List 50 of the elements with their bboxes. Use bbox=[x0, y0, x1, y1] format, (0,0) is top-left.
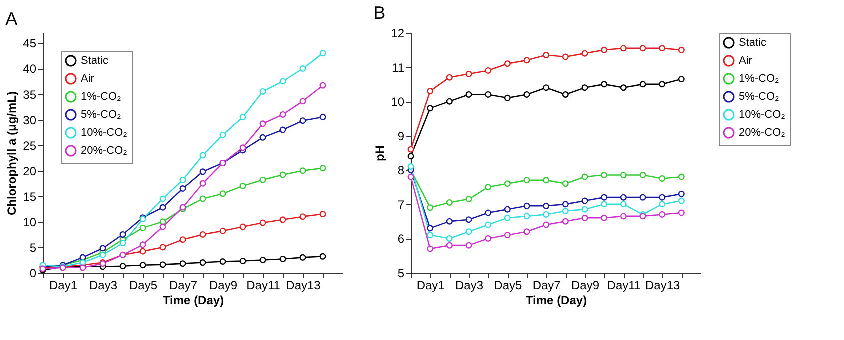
x-tick-label: Day5 bbox=[129, 278, 158, 292]
legend-label: 20%-CO₂ bbox=[739, 127, 786, 139]
y-tick-label: 45 bbox=[23, 36, 37, 51]
y-tick-label: 15 bbox=[23, 190, 37, 204]
x-tick-label: Day5 bbox=[494, 278, 522, 292]
y-axis-title: pH bbox=[373, 146, 388, 162]
y-tick-label: 10 bbox=[23, 215, 37, 230]
x-axis-title: Time (Day) bbox=[162, 294, 224, 308]
x-tick-label: Day9 bbox=[209, 278, 238, 292]
y-axis-title: Chlorophyll a (μg/mL) bbox=[5, 91, 20, 216]
y-tick-label: 8 bbox=[398, 164, 405, 178]
x-tick-label: Day11 bbox=[246, 278, 281, 292]
x-tick-label: Day13 bbox=[645, 278, 681, 292]
legend-label: 10%-CO₂ bbox=[81, 127, 128, 139]
y-tick-label: 10 bbox=[391, 95, 405, 110]
legend-label: 5%-CO₂ bbox=[81, 109, 122, 121]
y-tick-label: 40 bbox=[23, 62, 37, 76]
legend-label: Static bbox=[739, 37, 768, 49]
legend-label: 1%-CO₂ bbox=[81, 91, 122, 103]
legend-label: 1%-CO₂ bbox=[739, 73, 780, 85]
x-tick-label: Day13 bbox=[286, 278, 322, 292]
x-tick-label: Day3 bbox=[455, 278, 484, 292]
y-tick-label: 12 bbox=[391, 26, 405, 40]
x-tick-label: Day9 bbox=[571, 278, 600, 292]
y-tick-label: 6 bbox=[398, 232, 405, 246]
y-tick-label: 35 bbox=[23, 88, 37, 102]
x-tick-label: Day1 bbox=[416, 278, 446, 292]
y-tick-label: 20 bbox=[23, 164, 37, 178]
legend-label: 10%-CO₂ bbox=[739, 109, 786, 121]
legend-label: Air bbox=[81, 73, 95, 85]
y-tick-label: 25 bbox=[23, 138, 37, 153]
chart-title: B bbox=[374, 3, 386, 23]
chart-title: A bbox=[6, 9, 18, 29]
y-tick-label: 11 bbox=[392, 60, 405, 75]
y-tick-label: 0 bbox=[30, 266, 37, 280]
y-tick-label: 5 bbox=[30, 240, 37, 255]
y-tick-label: 7 bbox=[398, 198, 405, 212]
y-tick-label: 5 bbox=[398, 266, 405, 280]
x-tick-label: Day7 bbox=[532, 278, 562, 292]
legend-label: Static bbox=[81, 55, 110, 67]
x-tick-label: Day1 bbox=[49, 278, 78, 292]
x-tick-label: Day3 bbox=[89, 278, 118, 292]
y-tick-label: 9 bbox=[398, 129, 405, 144]
legend-label: 5%-CO₂ bbox=[739, 91, 780, 103]
legend-label: Air bbox=[739, 55, 753, 67]
x-axis-title: Time (Day) bbox=[526, 294, 588, 308]
x-tick-label: Day11 bbox=[607, 278, 642, 292]
x-tick-label: Day7 bbox=[169, 278, 198, 292]
y-tick-label: 30 bbox=[23, 113, 37, 128]
legend-label: 20%-CO₂ bbox=[81, 145, 128, 157]
